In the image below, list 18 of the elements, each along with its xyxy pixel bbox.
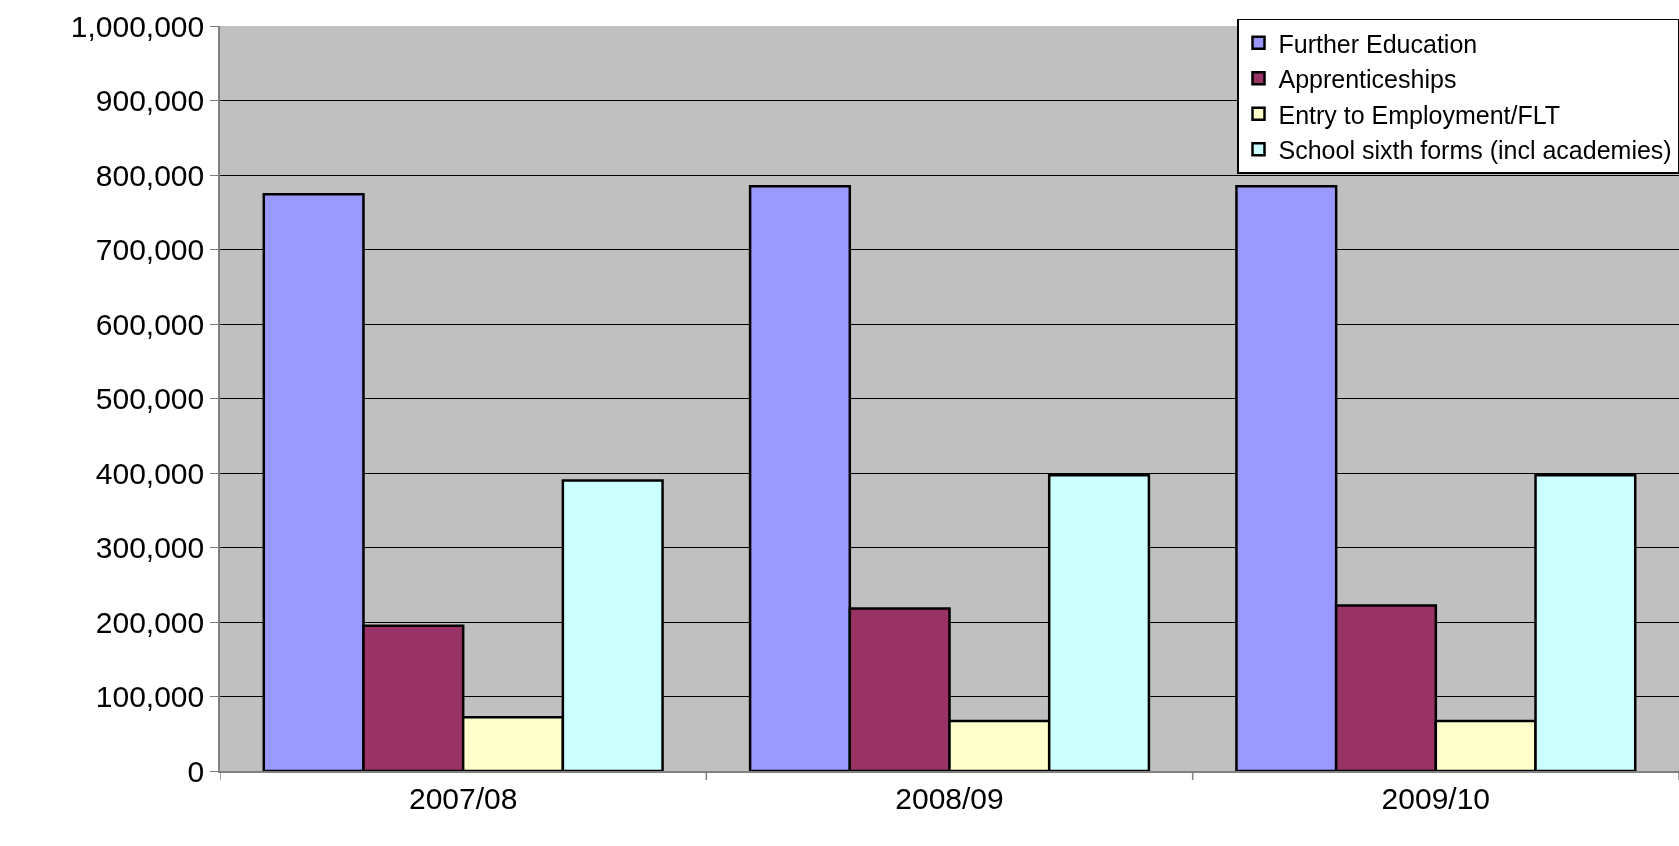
y-tick-label: 0 bbox=[187, 754, 205, 788]
y-tick-label: 600,000 bbox=[95, 307, 205, 341]
y-tick-label: 900,000 bbox=[95, 84, 205, 117]
y-tick-label: 200,000 bbox=[95, 605, 205, 639]
legend-label: Entry to Employment/FLT bbox=[1278, 100, 1561, 129]
legend-label: School sixth forms (incl academies) bbox=[1278, 136, 1672, 165]
x-tick-label: 2009/10 bbox=[1381, 781, 1491, 815]
y-tick-label: 500,000 bbox=[95, 382, 205, 415]
y-tick-label: 400,000 bbox=[95, 456, 205, 490]
y-tick-label: 700,000 bbox=[95, 233, 205, 266]
x-tick-label: 2007/08 bbox=[408, 781, 518, 815]
y-tick-label: 100,000 bbox=[95, 680, 205, 713]
legend-label: Apprenticeships bbox=[1278, 65, 1457, 94]
legend-label: Further Education bbox=[1278, 29, 1478, 58]
x-tick-label: 2008/09 bbox=[895, 781, 1004, 815]
y-tick-label: 1,000,000 bbox=[70, 9, 205, 43]
y-tick-label: 800,000 bbox=[95, 158, 205, 192]
y-tick-label: 300,000 bbox=[95, 531, 205, 564]
